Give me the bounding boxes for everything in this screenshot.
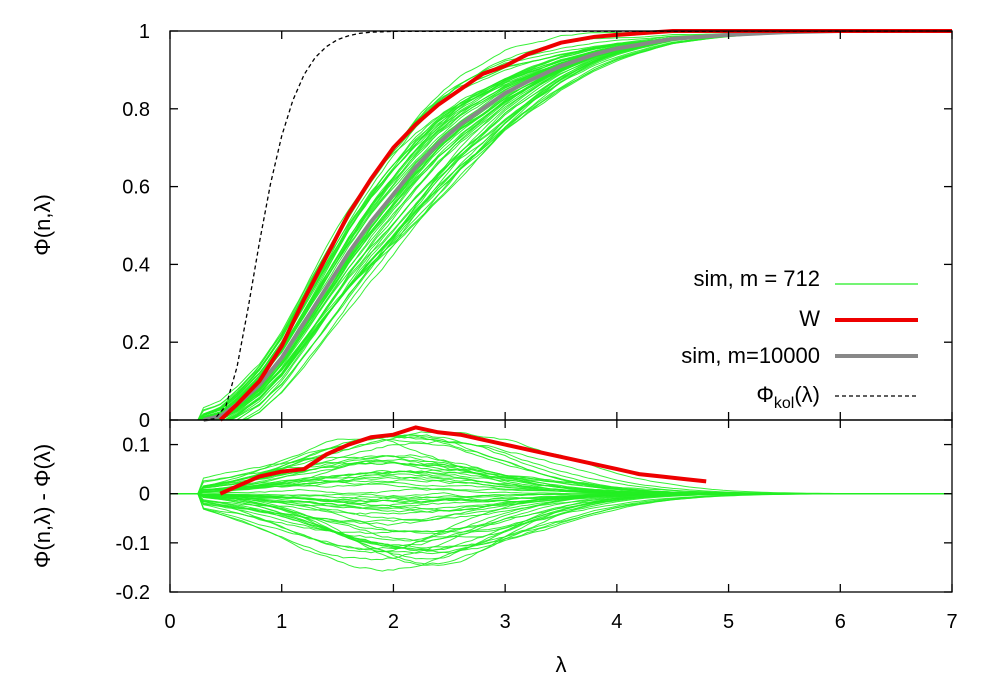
top-y-tick-label: 0.6 [122,177,150,199]
legend-label-W: W [799,306,820,331]
x-tick-label: 4 [611,611,622,633]
x-tick-label: 1 [276,611,287,633]
bottom-y-tick-label: 0.1 [122,435,150,457]
top-y-tick-label: 0.4 [122,254,150,276]
bottom-y-tick-label: -0.2 [116,582,150,604]
x-tick-label: 5 [723,611,734,633]
bottom-diff712-line [170,493,952,566]
bottom-plot-frame [169,419,953,593]
top-W-line [218,29,952,422]
top-sim712-ensemble [170,30,952,421]
x-tick-label: 3 [500,611,511,633]
x-tick-label: 2 [388,611,399,633]
bottom-y-tick-label: -0.1 [116,533,150,555]
top-y-tick-label: 0 [139,410,150,432]
legend-kol-sub: kol [774,395,794,412]
top-sim10000-line [203,29,952,422]
top-y-axis-label: Φ(n,λ) [30,194,55,256]
top-kol-line [203,30,953,421]
x-tick-label: 6 [835,611,846,633]
legend-label-sim712: sim, m = 712 [693,266,820,291]
top-panel: 0 0.2 0.4 0.6 0.8 1 Φ(n,λ) sim, m = 712 W sim… [30,21,953,432]
x-axis-label: λ [556,652,567,677]
legend-kol-main: Φ [756,382,774,407]
legend: sim, m = 712 W sim, m=10000 Φkol(λ) [681,266,918,412]
bottom-y-axis-label: Φ(n,λ) - Φ(λ) [30,444,55,568]
x-tick-label: 7 [946,611,957,633]
legend-label-kol: Φkol(λ) [756,382,820,412]
top-y-tick-label: 1 [139,21,150,43]
bottom-ticks: 0.1 0 -0.1 -0.2 0 1 2 3 4 5 6 7 [116,420,958,633]
bottom-diff712-ensemble [170,431,952,572]
bottom-panel: 0.1 0 -0.1 -0.2 0 1 2 3 4 5 6 7 Φ(n,λ) - Φ(λ) λ [30,419,958,677]
legend-kol-tail: (λ) [794,382,820,407]
bottom-y-tick-label: 0 [139,484,150,506]
top-y-tick-label: 0.2 [122,332,150,354]
x-tick-label: 0 [164,611,175,633]
top-y-tick-label: 0.8 [122,99,150,121]
bottom-W-diff-line [219,425,707,496]
legend-label-sim10000: sim, m=10000 [681,343,820,368]
